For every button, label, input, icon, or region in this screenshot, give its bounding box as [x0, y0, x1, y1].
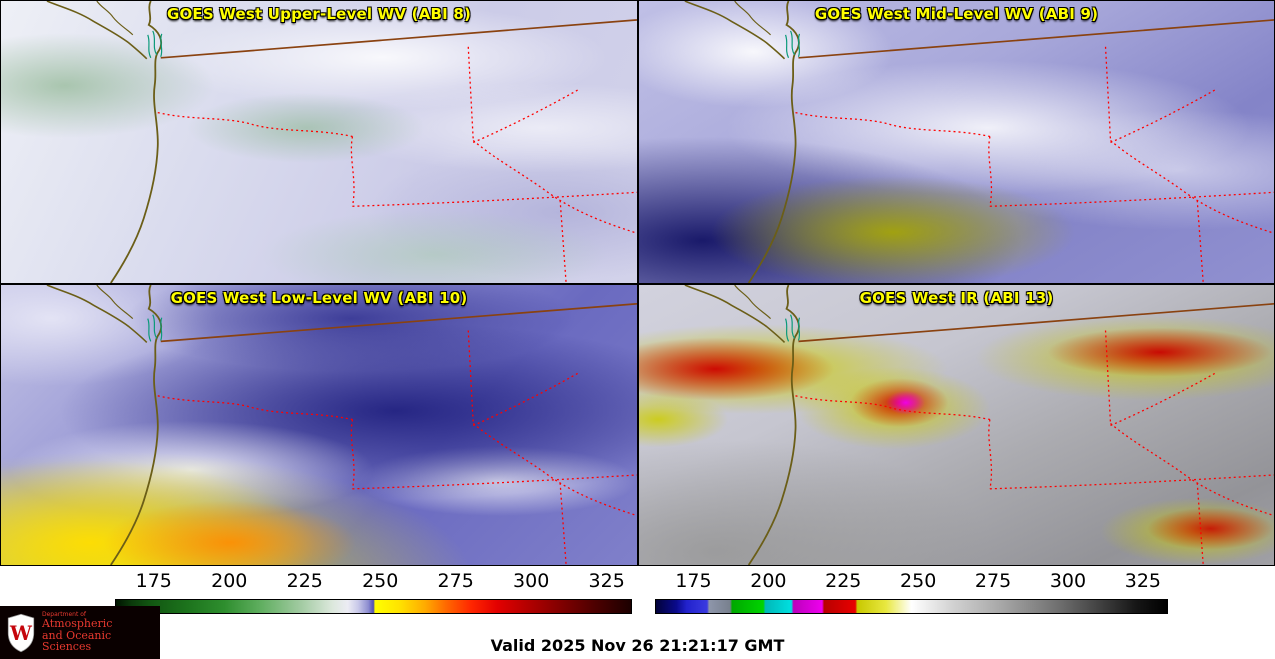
valid-time-label: Valid 2025 Nov 26 21:21:17 GMT: [490, 636, 785, 655]
colorbar-tick-label: 175: [675, 570, 712, 592]
uw-aos-logo: W Department of Atmospheric and Oceanic …: [0, 606, 160, 659]
footer: 175 200 225 250 275 300 325 175 200 225 250 275 300…: [0, 566, 1275, 659]
wv-colorbar-ticks: 175 200 225 250 275 300 325: [115, 570, 632, 596]
panel-title-abi13: GOES West IR (ABI 13): [859, 289, 1054, 307]
colorbar-tick-label: 325: [588, 570, 625, 592]
colorbar-tick-label: 275: [974, 570, 1012, 592]
colorbar-tick-label: 225: [825, 570, 862, 592]
colorbar-tick-label: 200: [211, 570, 248, 592]
colorbar-tick-label: 225: [286, 570, 323, 592]
colorbar-tick-label: 175: [135, 570, 172, 592]
panel-low-level-wv-abi10: GOES West Low-Level WV (ABI 10): [1, 285, 637, 565]
ir-colorbar-ticks: 175 200 225 250 275 300 325: [655, 570, 1168, 596]
panel-title-abi10: GOES West Low-Level WV (ABI 10): [170, 289, 468, 307]
map-borders-overlay: [683, 285, 1274, 565]
map-borders-overlay: [683, 1, 1274, 283]
ir-colorbar: [655, 599, 1168, 614]
logo-dept-line2: and Oceanic Sciences: [42, 628, 112, 654]
colorbar-tick-label: 300: [1049, 570, 1087, 592]
colorbar-tick-label: 200: [750, 570, 787, 592]
wv-colorbar: [115, 599, 632, 614]
uw-crest-letter: W: [9, 621, 33, 644]
panel-upper-level-wv-abi8: GOES West Upper-Level WV (ABI 8): [1, 1, 637, 283]
panel-title-abi9: GOES West Mid-Level WV (ABI 9): [814, 5, 1099, 23]
logo-dept-prefix: Department of: [42, 611, 86, 619]
colorbar-tick-label: 250: [362, 570, 399, 592]
colorbar-tick-label: 275: [437, 570, 474, 592]
logo-dept-line1: Atmospheric: [42, 617, 113, 631]
colorbar-tick-label: 250: [900, 570, 937, 592]
panel-ir-abi13: GOES West IR (ABI 13): [639, 285, 1274, 565]
panel-mid-level-wv-abi9: GOES West Mid-Level WV (ABI 9): [639, 1, 1274, 283]
logo-text: Department of Atmospheric and Oceanic Sc…: [42, 611, 154, 654]
map-borders-overlay: [46, 1, 637, 283]
colorbar-tick-label: 300: [513, 570, 550, 592]
colorbar-tick-label: 325: [1124, 570, 1161, 592]
satellite-image-grid: GOES West Upper-Level WV (ABI 8) GOES We…: [0, 0, 1275, 566]
panel-title-abi8: GOES West Upper-Level WV (ABI 8): [166, 5, 472, 23]
uw-crest-icon: W: [7, 613, 35, 652]
map-borders-overlay: [46, 285, 637, 565]
